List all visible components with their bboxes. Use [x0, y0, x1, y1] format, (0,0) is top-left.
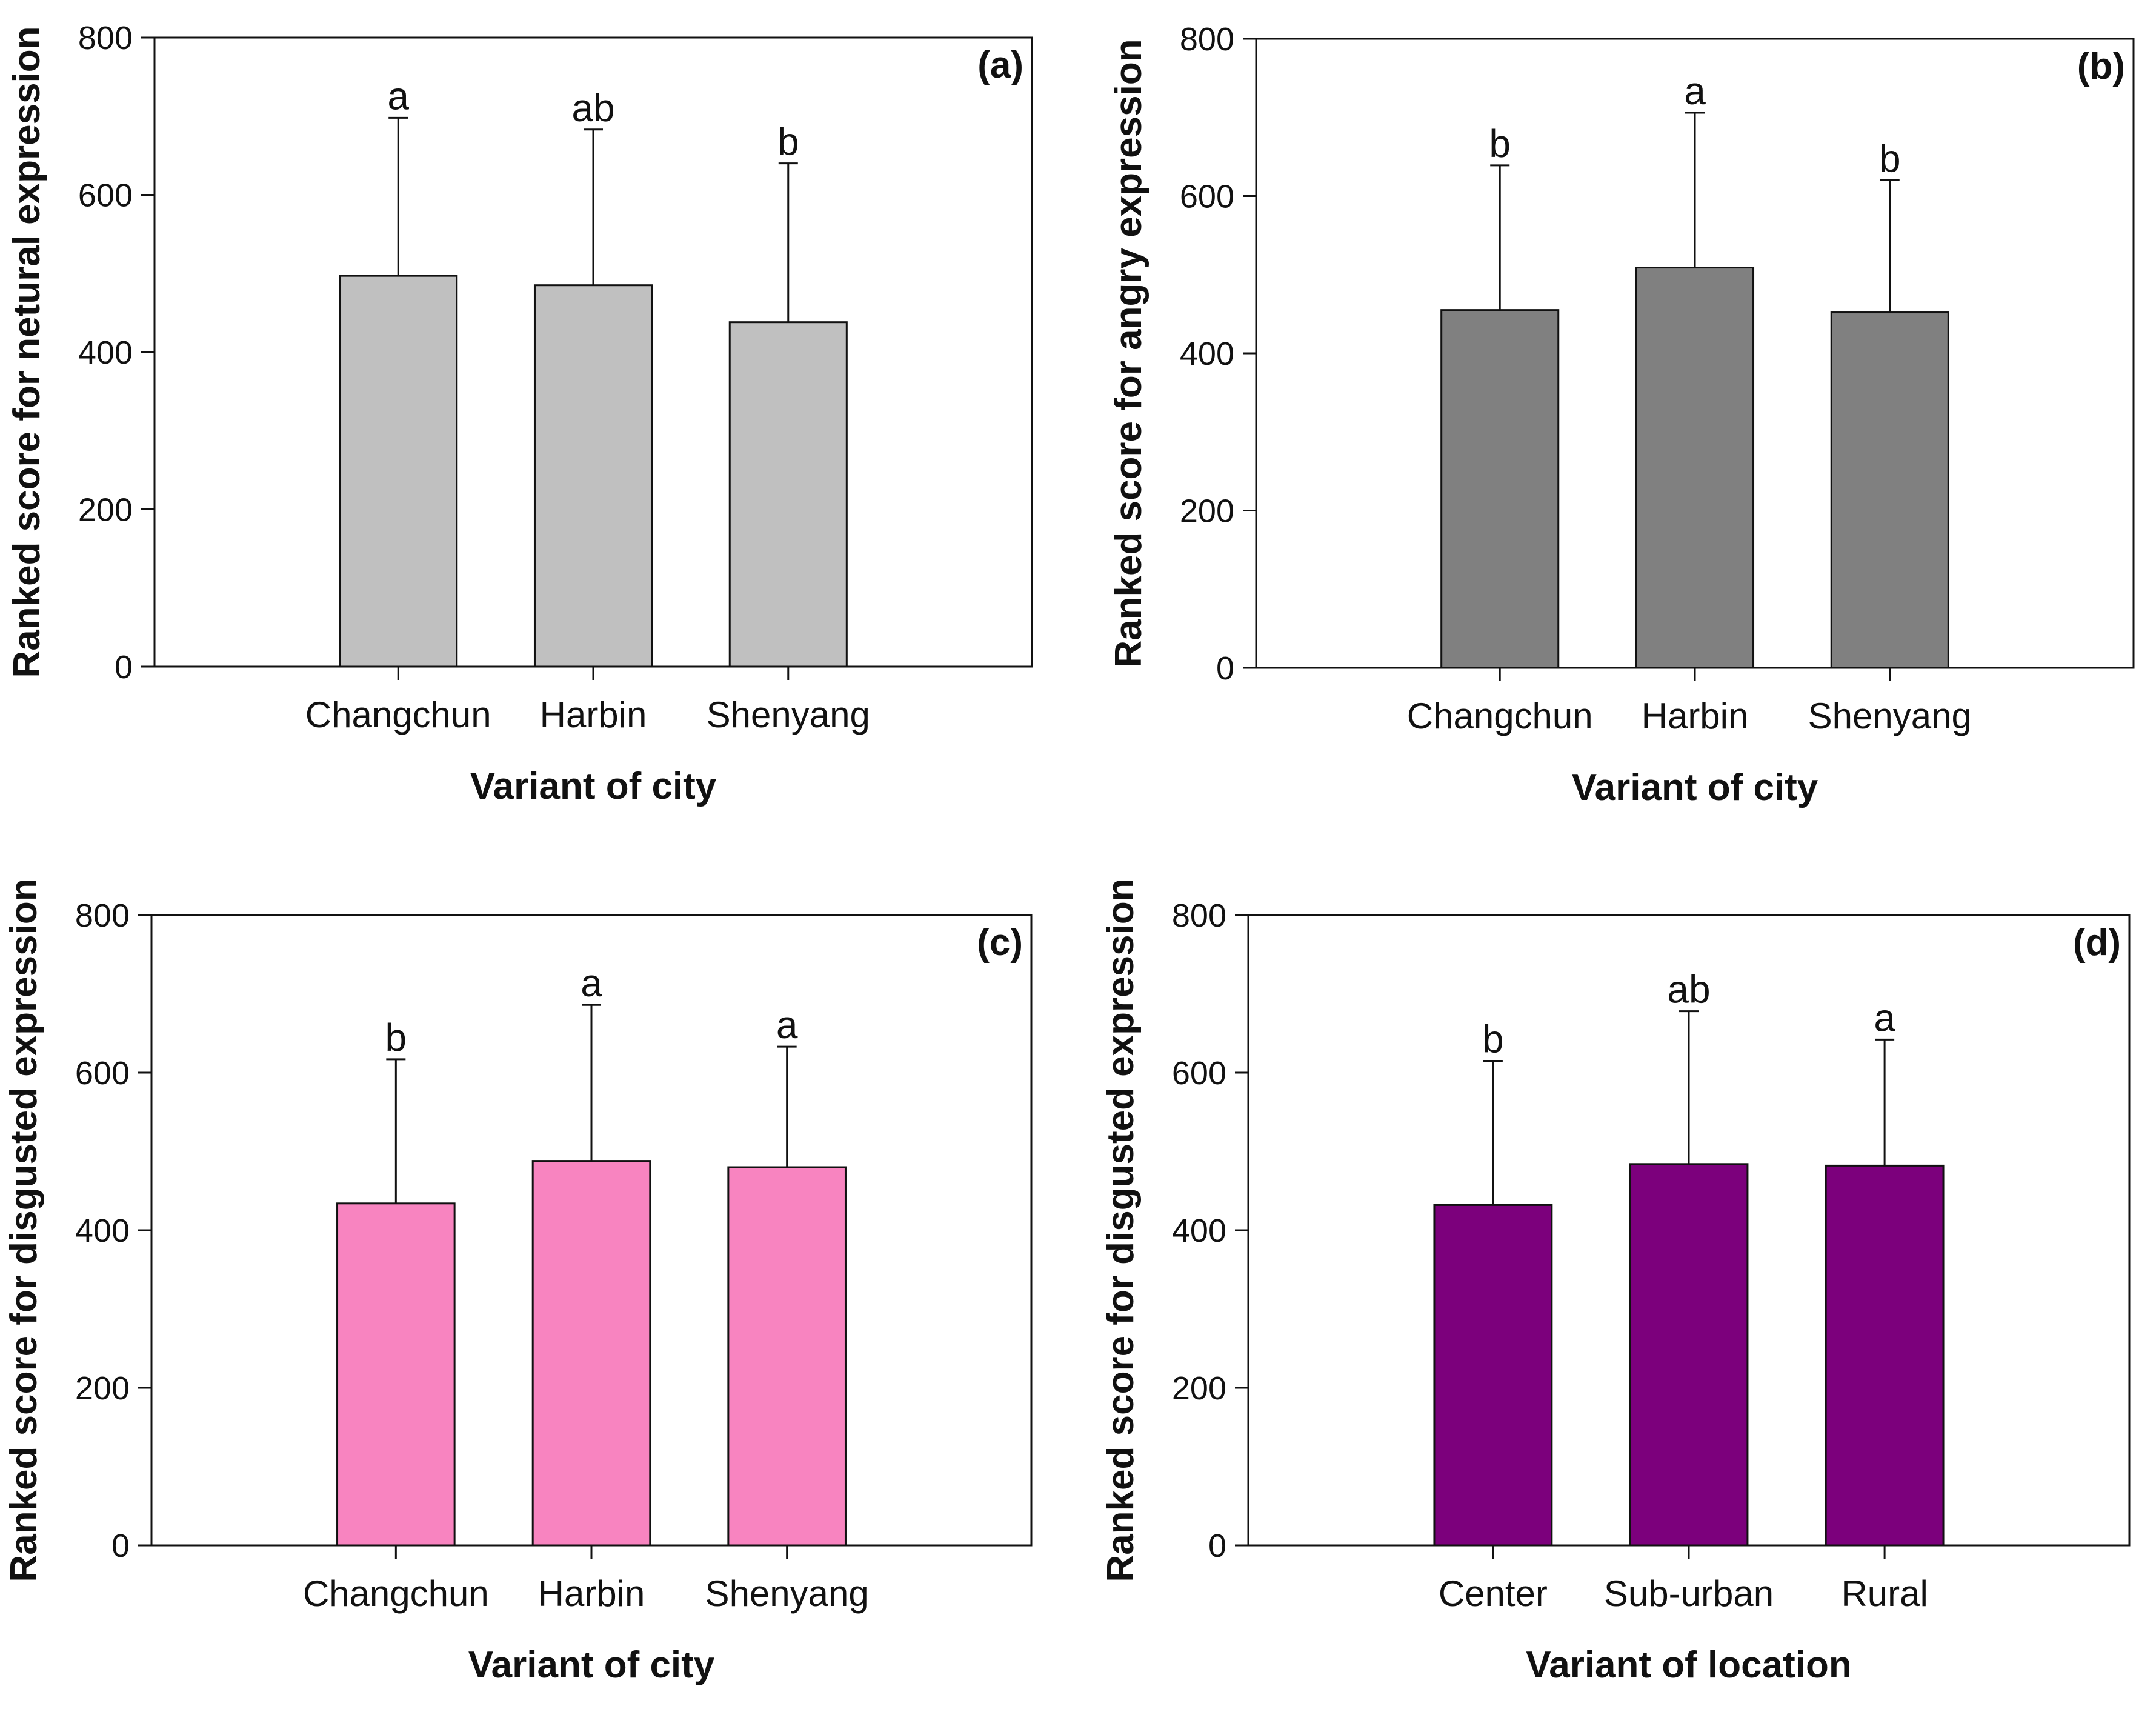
- chart-panel: 0 200 400 600 800 Changchun b Harbin a Shenyang a (…: [3, 878, 1033, 1686]
- y-axis-title: Ranked score for disgusted expression: [3, 878, 45, 1582]
- y-tick-label: 600: [1172, 1055, 1226, 1091]
- y-axis-title: Ranked score for netural expression: [6, 26, 48, 678]
- category-label: Changchun: [1407, 696, 1593, 736]
- panel-label: (d): [2073, 922, 2121, 964]
- bar: [531, 1160, 651, 1547]
- category-label: Changchun: [303, 1573, 489, 1614]
- y-tick-label: 200: [1172, 1370, 1226, 1407]
- y-tick-label: 600: [78, 178, 133, 214]
- bar: [1830, 311, 1949, 669]
- significance-label: b: [1482, 1018, 1504, 1061]
- y-axis-title: Ranked score for disgusted expression: [1100, 878, 1142, 1582]
- y-tick-label: 0: [115, 649, 133, 685]
- y-tick-label: 800: [1180, 21, 1234, 58]
- y-tick-label: 0: [1216, 650, 1234, 687]
- bar: [533, 284, 653, 668]
- y-tick-label: 800: [75, 898, 130, 934]
- y-tick-label: 400: [1180, 336, 1234, 372]
- bar: [339, 275, 458, 668]
- category-label: Shenyang: [705, 1573, 869, 1614]
- significance-label: b: [385, 1016, 407, 1059]
- x-axis-title: Variant of city: [1572, 767, 1818, 808]
- bar: [1635, 267, 1755, 669]
- y-tick-label: 0: [1208, 1528, 1226, 1564]
- bar: [336, 1202, 456, 1547]
- x-axis-title: Variant of city: [470, 765, 717, 807]
- category-label: Center: [1439, 1573, 1548, 1614]
- y-tick-label: 200: [78, 492, 133, 528]
- category-label: Rural: [1841, 1573, 1928, 1614]
- bar: [727, 1166, 847, 1547]
- y-tick-label: 400: [78, 335, 133, 371]
- chart-panel: 0 200 400 600 800 Changchun b Harbin a Shenyang b (…: [1108, 21, 2135, 808]
- y-tick-label: 800: [1172, 898, 1226, 934]
- significance-label: a: [1874, 996, 1895, 1039]
- significance-label: a: [1684, 69, 1706, 113]
- y-tick-label: 200: [1180, 493, 1234, 530]
- bar: [1440, 309, 1560, 669]
- significance-label: a: [581, 961, 602, 1005]
- significance-label: b: [1489, 122, 1511, 165]
- x-axis-title: Variant of city: [468, 1644, 715, 1686]
- significance-label: b: [777, 120, 799, 164]
- category-label: Harbin: [540, 695, 647, 735]
- chart-panel: 0 200 400 600 800 Changchun a Harbin ab Shenyang b…: [6, 20, 1033, 807]
- significance-label: a: [387, 74, 409, 118]
- category-label: Sub-urban: [1604, 1573, 1774, 1614]
- y-tick-label: 400: [75, 1213, 130, 1249]
- y-axis-title: Ranked score for angry expression: [1108, 39, 1150, 667]
- category-label: Changchun: [305, 695, 491, 735]
- significance-label: ab: [1667, 968, 1710, 1011]
- y-tick-label: 0: [111, 1528, 130, 1564]
- bar: [1629, 1163, 1749, 1547]
- chart-panel: 0 200 400 600 800 Center b Sub-urban ab Rural a (d)…: [1100, 878, 2131, 1686]
- significance-label: ab: [571, 86, 614, 130]
- bar: [1825, 1164, 1945, 1547]
- panel-label: (a): [977, 44, 1023, 86]
- category-label: Shenyang: [1808, 696, 1972, 736]
- category-label: Harbin: [538, 1573, 645, 1614]
- panel-label: (b): [2077, 45, 2125, 87]
- panel-label: (c): [977, 922, 1023, 964]
- y-tick-label: 400: [1172, 1213, 1226, 1249]
- y-tick-label: 600: [1180, 179, 1234, 215]
- y-tick-label: 800: [78, 20, 133, 56]
- bar: [728, 321, 848, 668]
- category-label: Harbin: [1642, 696, 1749, 736]
- y-tick-label: 600: [75, 1055, 130, 1091]
- category-label: Shenyang: [707, 695, 870, 735]
- x-axis-title: Variant of location: [1526, 1644, 1851, 1686]
- bar: [1433, 1204, 1553, 1547]
- significance-label: a: [776, 1003, 798, 1047]
- y-tick-label: 200: [75, 1370, 130, 1407]
- significance-label: b: [1879, 137, 1901, 181]
